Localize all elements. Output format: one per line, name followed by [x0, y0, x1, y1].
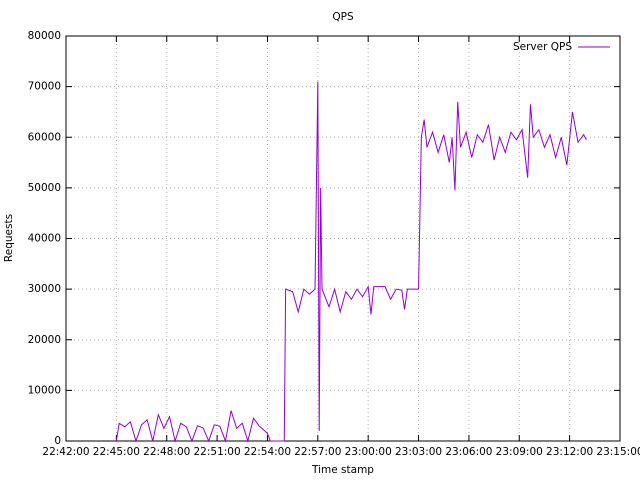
- x-tick-label: 22:51:00: [194, 446, 241, 458]
- y-tick-label: 10000: [28, 384, 61, 396]
- y-tick-label: 30000: [28, 283, 61, 295]
- y-tick-label: 60000: [28, 131, 61, 143]
- x-tick-label: 22:57:00: [294, 446, 341, 458]
- y-axis-label: Requests: [3, 214, 15, 262]
- y-tick-label: 70000: [28, 81, 61, 93]
- x-tick-label: 23:15:00: [596, 446, 640, 458]
- x-tick-label: 22:42:00: [42, 446, 89, 458]
- y-tick-label: 40000: [28, 233, 61, 245]
- x-tick-label: 23:12:00: [546, 446, 593, 458]
- x-axis-label: Time stamp: [311, 464, 374, 476]
- y-tick-label: 50000: [28, 182, 61, 194]
- y-tick-label: 20000: [28, 334, 61, 346]
- data-line: [115, 81, 587, 443]
- plot-border: [65, 35, 621, 442]
- y-tick-label: 80000: [28, 30, 61, 42]
- x-tick-label: 22:45:00: [93, 446, 140, 458]
- x-tick-label: 23:09:00: [496, 446, 543, 458]
- x-tick-label: 22:54:00: [244, 446, 291, 458]
- x-tick-label: 23:06:00: [445, 446, 492, 458]
- x-tick-label: 23:03:00: [395, 446, 442, 458]
- x-tick-label: 22:48:00: [143, 446, 190, 458]
- x-tick-label: 23:00:00: [345, 446, 392, 458]
- legend-label: Server QPS: [513, 41, 572, 53]
- y-tick-label: 0: [54, 435, 61, 447]
- chart-title: QPS: [332, 11, 354, 23]
